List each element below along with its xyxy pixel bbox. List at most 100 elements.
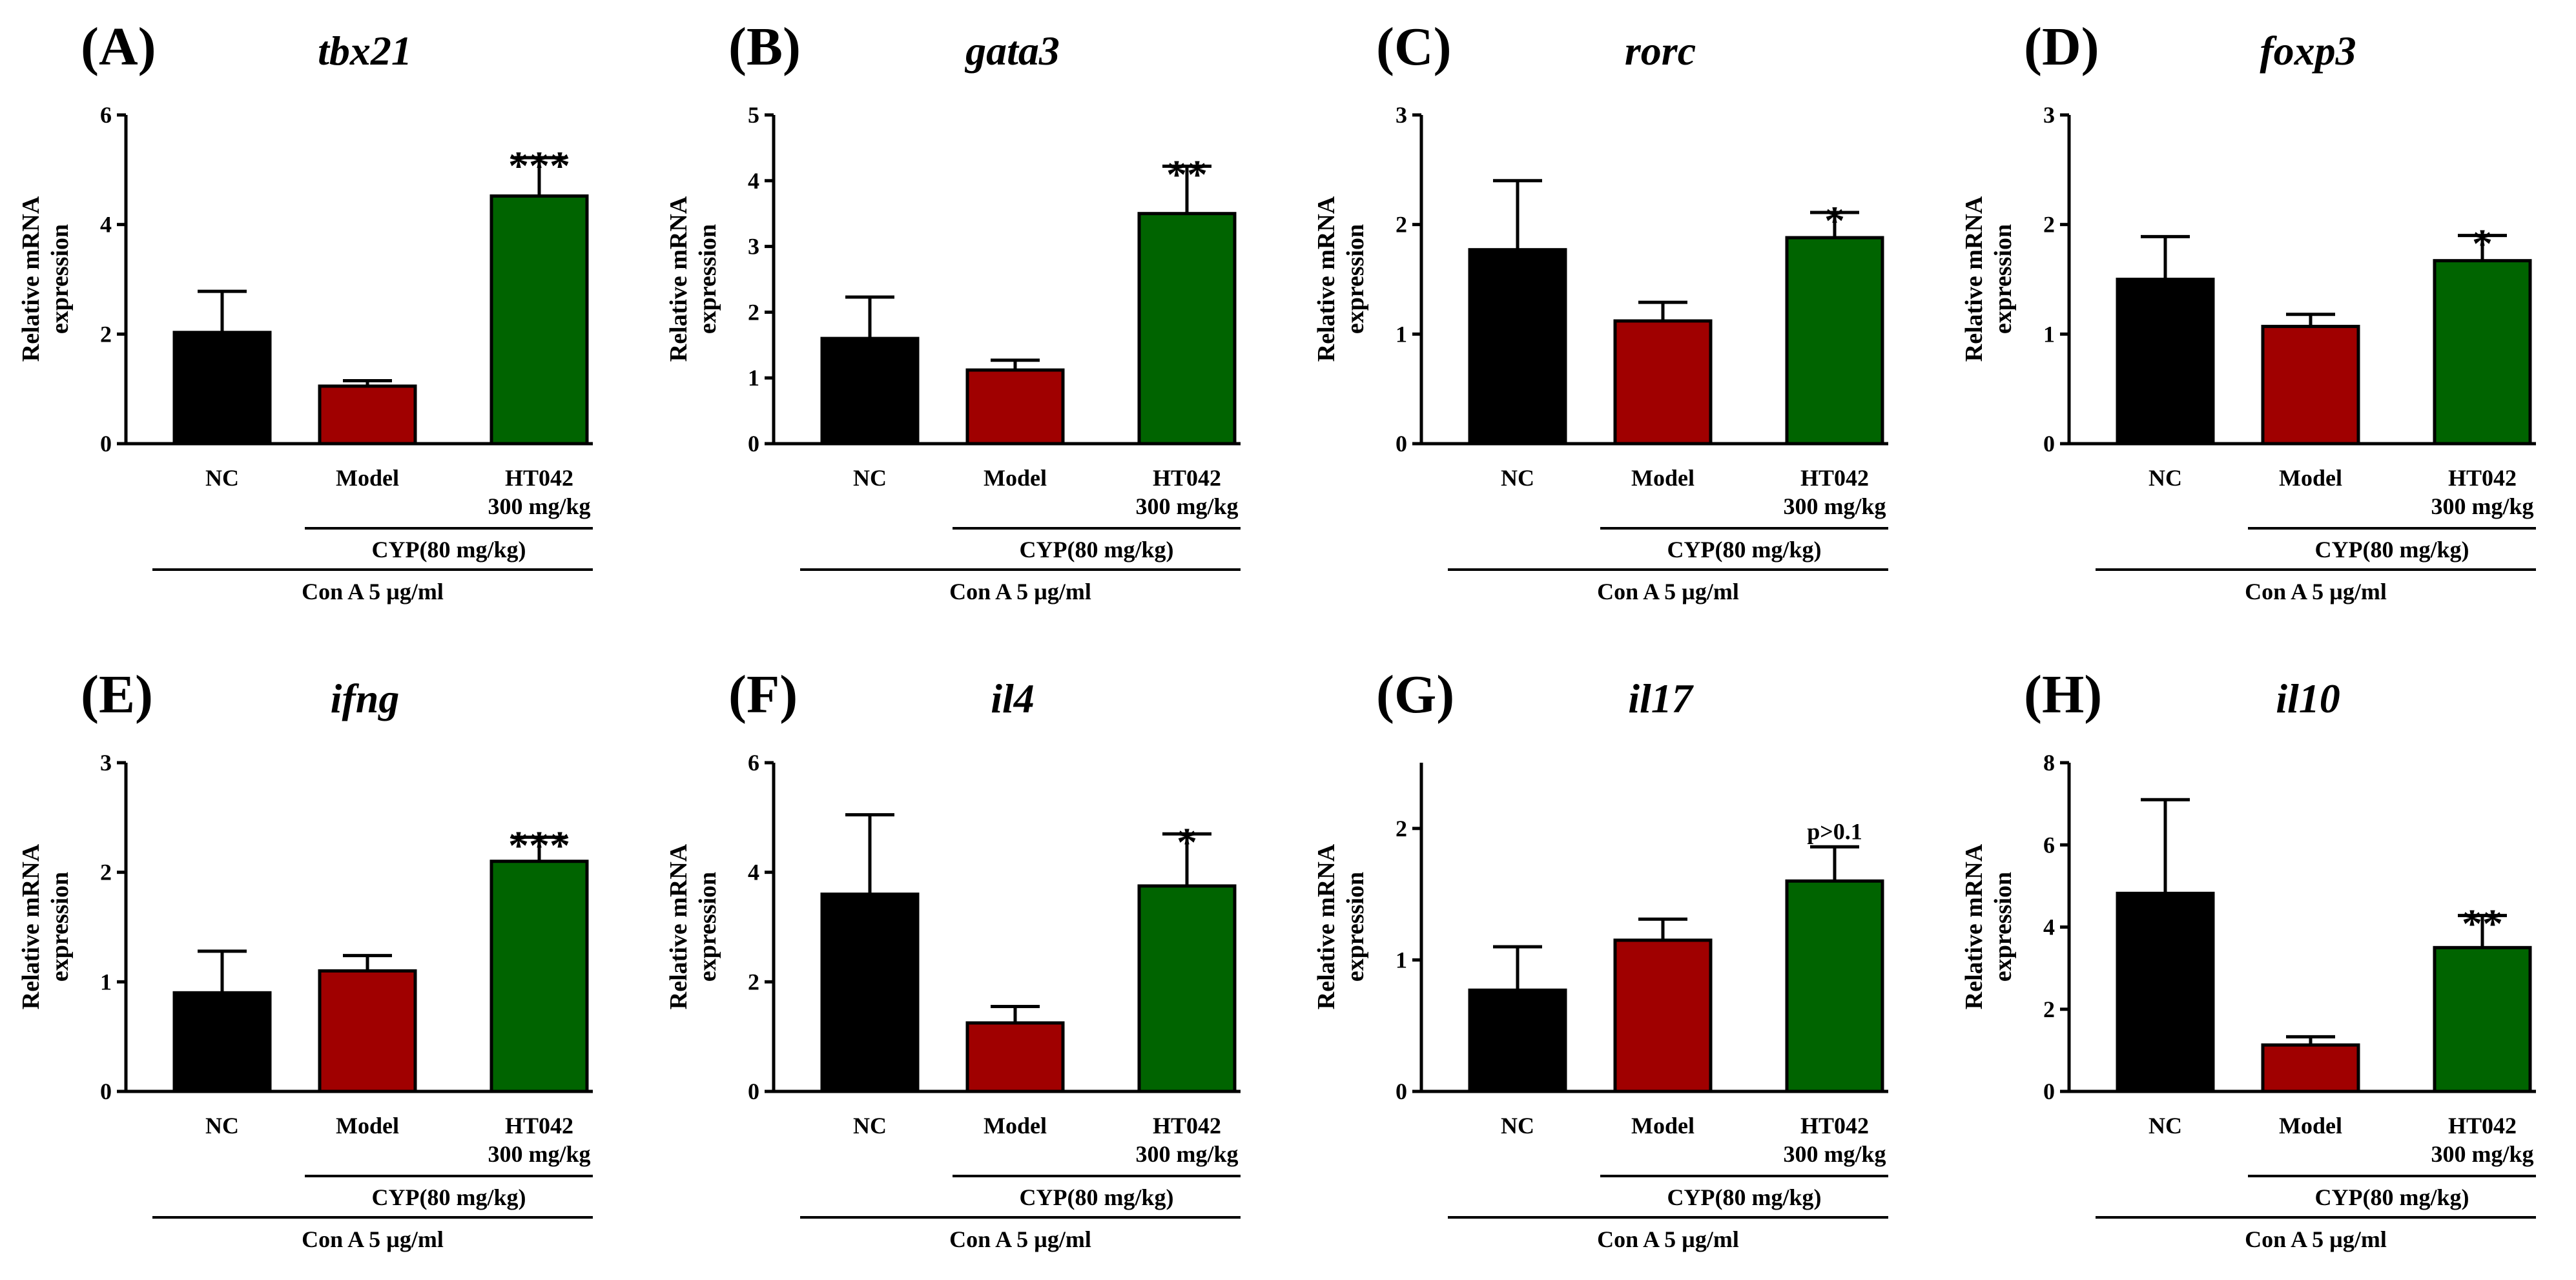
cona-group-label: Con A 5 µg/ml bbox=[1597, 579, 1739, 604]
y-tick-label: 0 bbox=[748, 431, 759, 457]
y-tick-label: 4 bbox=[2043, 914, 2055, 940]
bar-nc bbox=[1468, 988, 1567, 1093]
gene-title: rorc bbox=[1625, 28, 1696, 74]
gene-title: il4 bbox=[991, 676, 1035, 721]
bar-ht042 bbox=[1137, 212, 1237, 446]
category-label-model: Model bbox=[1631, 465, 1695, 491]
y-tick-label: 0 bbox=[100, 431, 112, 457]
category-label-nc: NC bbox=[853, 465, 887, 491]
gene-title: foxp3 bbox=[2260, 28, 2356, 74]
category-label-model: Model bbox=[984, 465, 1047, 491]
bar-nc bbox=[172, 331, 272, 446]
category-label-nc: NC bbox=[2148, 1113, 2182, 1139]
chart-panel-il10: (H) il10 Relative mRNA expression 0 2 4 6 8 ** NC M… bbox=[1961, 665, 2536, 1252]
gene-title: ifng bbox=[331, 676, 400, 721]
bar-ht042 bbox=[2433, 945, 2532, 1093]
bar-model bbox=[1613, 938, 1713, 1093]
cona-group-label: Con A 5 µg/ml bbox=[302, 1226, 444, 1252]
bar-model bbox=[2261, 324, 2360, 446]
y-axis-label-line1: Relative mRNA bbox=[17, 843, 45, 1009]
cona-group-label: Con A 5 µg/ml bbox=[949, 579, 1091, 604]
y-tick-label: 0 bbox=[2043, 1079, 2055, 1104]
y-tick-label: 4 bbox=[748, 860, 759, 885]
y-axis-label-line2: expression bbox=[694, 872, 721, 982]
panel-label: (H) bbox=[2024, 665, 2102, 725]
y-axis-label-line2: expression bbox=[46, 872, 74, 982]
cyp-group-label: CYP(80 mg/kg) bbox=[372, 1184, 526, 1210]
bar-model bbox=[2261, 1043, 2360, 1093]
bar-nc bbox=[820, 893, 920, 1093]
category-label-ht042: HT042 300 mg/kg bbox=[488, 465, 590, 519]
significance-label: * bbox=[1824, 198, 1845, 243]
category-label-ht042-line1: HT042 bbox=[2448, 1113, 2517, 1139]
category-label-ht042-line2: 300 mg/kg bbox=[488, 493, 590, 519]
y-tick-label: 2 bbox=[2043, 996, 2055, 1022]
category-label-ht042-line1: HT042 bbox=[1800, 1113, 1869, 1139]
chart-panel-il4: (F) il4 Relative mRNA expression 0 2 4 6 * NC Mode… bbox=[665, 665, 1241, 1252]
category-label-nc: NC bbox=[2148, 465, 2182, 491]
cyp-group-label: CYP(80 mg/kg) bbox=[1020, 537, 1174, 563]
bar-nc bbox=[2116, 278, 2215, 446]
bar-nc bbox=[820, 336, 920, 446]
y-tick-label: 8 bbox=[2043, 750, 2055, 776]
y-axis-label-line2: expression bbox=[1990, 224, 2017, 334]
category-label-ht042: HT042 300 mg/kg bbox=[1135, 465, 1238, 519]
cona-group-label: Con A 5 µg/ml bbox=[302, 579, 444, 604]
significance-label: * bbox=[2472, 221, 2493, 267]
panel-label: (D) bbox=[2024, 17, 2099, 77]
cyp-group-label: CYP(80 mg/kg) bbox=[2315, 537, 2469, 563]
category-label-model: Model bbox=[336, 465, 399, 491]
cyp-group-label: CYP(80 mg/kg) bbox=[1020, 1184, 1174, 1210]
category-label-ht042: HT042 300 mg/kg bbox=[2431, 465, 2533, 519]
bar-nc bbox=[2116, 891, 2215, 1093]
bar-model bbox=[318, 969, 417, 1093]
y-tick-label: 3 bbox=[748, 234, 759, 260]
y-tick-label: 1 bbox=[2043, 321, 2055, 347]
bar-ht042 bbox=[489, 860, 589, 1093]
y-tick-label: 2 bbox=[748, 969, 759, 995]
category-label-ht042: HT042 300 mg/kg bbox=[488, 1113, 590, 1167]
y-axis-label-line1: Relative mRNA bbox=[1313, 843, 1340, 1009]
cona-group-label: Con A 5 µg/ml bbox=[2245, 579, 2387, 604]
panel-label: (C) bbox=[1376, 17, 1452, 77]
category-label-ht042-line1: HT042 bbox=[1153, 1113, 1221, 1139]
bar-model bbox=[965, 368, 1065, 446]
panel-label: (F) bbox=[728, 665, 798, 725]
category-label-ht042-line2: 300 mg/kg bbox=[488, 1141, 590, 1167]
panel-label: (A) bbox=[81, 17, 156, 77]
chart-panel-il17: (G) il17 Relative mRNA expression 0 1 2 p>0.1 NC… bbox=[1313, 665, 1888, 1252]
cyp-group-label: CYP(80 mg/kg) bbox=[2315, 1184, 2469, 1210]
y-tick-label: 3 bbox=[100, 750, 112, 776]
cona-group-label: Con A 5 µg/ml bbox=[949, 1226, 1091, 1252]
category-label-ht042-line1: HT042 bbox=[505, 465, 573, 491]
cona-group-label: Con A 5 µg/ml bbox=[2245, 1226, 2387, 1252]
cyp-group-label: CYP(80 mg/kg) bbox=[372, 537, 526, 563]
y-tick-label: 1 bbox=[1396, 321, 1407, 347]
gene-title: il17 bbox=[1628, 676, 1695, 721]
category-label-ht042-line2: 300 mg/kg bbox=[1135, 493, 1238, 519]
y-axis-label-line2: expression bbox=[694, 224, 721, 334]
y-axis-label-line2: expression bbox=[1342, 872, 1369, 982]
y-axis-label-line1: Relative mRNA bbox=[665, 196, 692, 362]
y-tick-label: 0 bbox=[1396, 431, 1407, 457]
category-label-nc: NC bbox=[1501, 1113, 1534, 1139]
cyp-group-label: CYP(80 mg/kg) bbox=[1667, 537, 1822, 563]
y-tick-label: 6 bbox=[2043, 832, 2055, 858]
chart-panel-gata3: (B) gata3 Relative mRNA expression 0 1 2 3 4 5 ** N… bbox=[665, 17, 1241, 604]
category-label-nc: NC bbox=[1501, 465, 1534, 491]
y-tick-label: 1 bbox=[100, 969, 112, 995]
y-tick-label: 6 bbox=[748, 750, 759, 776]
y-tick-label: 0 bbox=[2043, 431, 2055, 457]
chart-panel-ifng: (E) ifng Relative mRNA expression 0 1 2 3 *** NC M… bbox=[17, 665, 593, 1252]
bar-model bbox=[965, 1021, 1065, 1093]
bar-nc bbox=[172, 991, 272, 1093]
category-label-model: Model bbox=[984, 1113, 1047, 1139]
y-tick-label: 4 bbox=[748, 168, 759, 194]
gene-title: tbx21 bbox=[318, 28, 412, 74]
significance-label: *** bbox=[508, 143, 570, 189]
bar-ht042 bbox=[1137, 884, 1237, 1093]
category-label-model: Model bbox=[2279, 465, 2342, 491]
y-tick-label: 2 bbox=[1396, 816, 1407, 841]
y-tick-label: 2 bbox=[2043, 212, 2055, 238]
y-tick-label: 3 bbox=[1396, 102, 1407, 128]
